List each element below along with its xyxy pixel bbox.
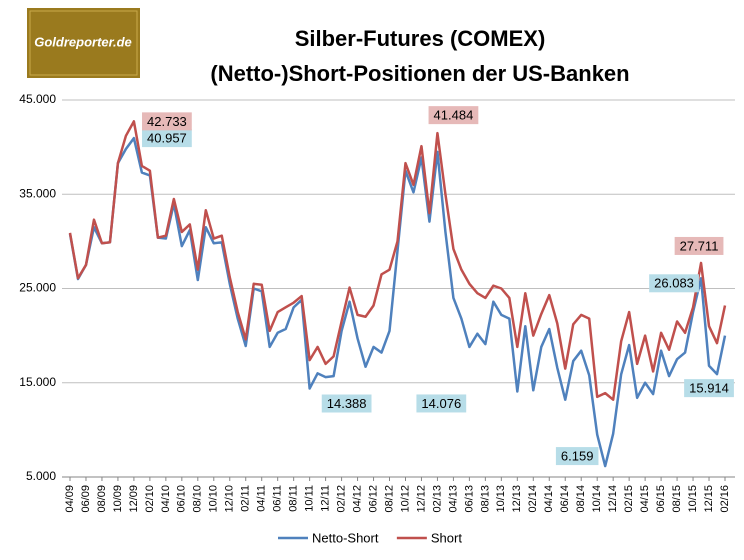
x-tick-label: 06/10 — [176, 485, 188, 513]
x-tick-label: 02/10 — [144, 485, 156, 513]
value-label-text: 41.484 — [434, 108, 474, 123]
value-label: 14.076 — [416, 394, 467, 413]
x-tick-label: 08/09 — [96, 485, 108, 513]
value-label-box — [416, 394, 467, 413]
x-tick-label: 10/10 — [208, 485, 220, 513]
x-tick-label: 08/15 — [671, 485, 683, 513]
x-tick-label: 08/10 — [192, 485, 204, 513]
value-label-box — [428, 106, 479, 125]
x-tick-label: 02/14 — [527, 485, 539, 513]
logo-frame — [29, 10, 138, 76]
logo: Goldreporter.de — [27, 8, 140, 78]
x-tick-label: 04/13 — [447, 485, 459, 513]
value-label-box — [142, 112, 192, 131]
value-label-text: 14.076 — [421, 396, 461, 411]
value-label-text: 42.733 — [147, 114, 187, 129]
y-tick-label: 25.000 — [19, 281, 56, 295]
x-tick-label: 06/14 — [559, 485, 571, 513]
value-label-text: 6.159 — [561, 449, 594, 464]
x-tick-label: 04/09 — [64, 485, 76, 513]
x-tick-label: 12/11 — [320, 485, 332, 512]
x-tick-label: 12/12 — [415, 485, 427, 513]
x-tick-label: 02/16 — [719, 485, 731, 513]
chart-title: Silber-Futures (COMEX) — [295, 26, 546, 51]
value-label-text: 15.914 — [689, 381, 729, 396]
x-tick-label: 06/13 — [463, 485, 475, 513]
x-tick-label: 08/14 — [575, 485, 587, 513]
value-label: 6.159 — [555, 447, 599, 466]
value-label-box — [674, 236, 724, 255]
value-label-box — [142, 129, 192, 148]
x-tick-label: 10/09 — [112, 485, 124, 513]
legend-label: Netto-Short — [312, 530, 379, 545]
x-tick-label: 12/15 — [703, 485, 715, 513]
value-label: 15.914 — [684, 379, 734, 398]
value-label-text: 14.388 — [327, 396, 367, 411]
y-tick-label: 45.000 — [19, 92, 56, 106]
value-label: 27.711 — [674, 236, 724, 255]
x-tick-label: 08/12 — [383, 485, 395, 513]
x-tick-label: 02/12 — [335, 485, 347, 513]
x-tick-label: 04/15 — [639, 485, 651, 513]
value-label-box — [321, 394, 372, 413]
logo-text: Goldreporter.de — [34, 34, 132, 49]
x-tick-label: 06/11 — [272, 485, 284, 512]
legend-label: Short — [431, 530, 462, 545]
value-label-box — [555, 447, 599, 466]
x-tick-label: 04/10 — [160, 485, 172, 513]
x-tick-label: 02/11 — [240, 485, 252, 512]
y-tick-label: 5.000 — [26, 469, 56, 483]
x-tick-label: 10/11 — [304, 485, 316, 512]
x-tick-label: 10/12 — [399, 485, 411, 513]
value-label-text: 26.083 — [654, 276, 694, 291]
x-tick-label: 10/15 — [687, 485, 699, 513]
y-tick-label: 15.000 — [19, 375, 56, 389]
chart-subtitle: (Netto-)Short-Positionen der US-Banken — [210, 61, 629, 86]
value-label-text: 27.711 — [680, 238, 719, 253]
x-tick-label: 08/13 — [479, 485, 491, 513]
x-tick-label: 10/14 — [591, 485, 603, 513]
y-tick-label: 35.000 — [19, 186, 56, 200]
x-tick-label: 02/15 — [623, 485, 635, 513]
x-tick-label: 02/13 — [431, 485, 443, 513]
x-tick-label: 04/11 — [256, 485, 268, 512]
series-line — [68, 136, 727, 468]
x-tick-label: 06/15 — [655, 485, 667, 513]
x-tick-label: 12/09 — [128, 485, 140, 513]
series-line — [68, 120, 727, 401]
x-tick-label: 12/10 — [224, 485, 236, 513]
value-label-box — [649, 274, 699, 293]
value-label: 40.957 — [142, 129, 192, 148]
value-label-box — [684, 379, 734, 398]
x-tick-label: 12/13 — [511, 485, 523, 513]
x-tick-label: 06/09 — [80, 485, 92, 513]
x-tick-label: 10/13 — [495, 485, 507, 513]
x-tick-label: 06/12 — [367, 485, 379, 513]
x-tick-label: 04/14 — [543, 485, 555, 513]
x-tick-label: 08/11 — [288, 485, 300, 512]
x-tick-label: 04/12 — [351, 485, 363, 513]
logo-box — [27, 8, 140, 78]
x-tick-label: 12/14 — [607, 485, 619, 513]
value-label-text: 40.957 — [147, 131, 187, 146]
value-label: 26.083 — [649, 274, 699, 293]
value-label: 42.733 — [142, 112, 192, 131]
value-label: 14.388 — [321, 394, 372, 413]
value-label: 41.484 — [428, 106, 479, 125]
